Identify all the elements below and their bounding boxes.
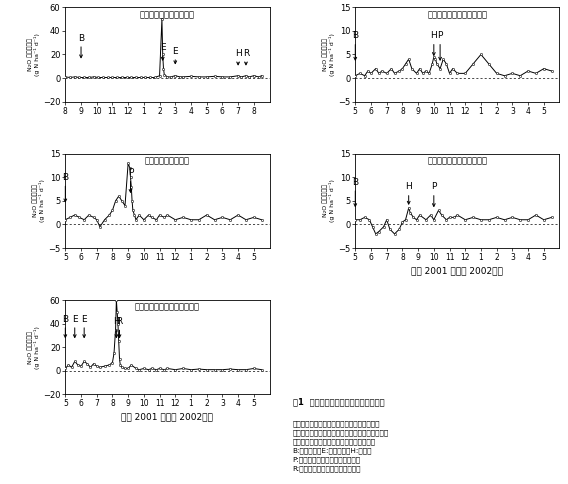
Text: P: P (128, 168, 133, 177)
Text: B: B (78, 34, 84, 43)
Text: H: H (113, 317, 120, 326)
Text: B: B (352, 178, 358, 187)
Text: ばれいしょ（キタアカリ）: ばれいしょ（キタアカリ） (427, 156, 487, 166)
Text: 図1  亜酸化窒素フラックスの経時変化: 図1 亜酸化窒素フラックスの経時変化 (293, 397, 384, 406)
Y-axis label: N₂O フラックス
(g N ha⁻¹ d⁻¹): N₂O フラックス (g N ha⁻¹ d⁻¹) (33, 180, 45, 222)
Text: R: R (243, 49, 249, 58)
Text: B: B (62, 173, 68, 182)
Y-axis label: N₂O フラックス
(g N ha⁻¹ d⁻¹): N₂O フラックス (g N ha⁻¹ d⁻¹) (28, 33, 40, 76)
Text: E: E (81, 315, 87, 324)
Text: P: P (437, 31, 443, 40)
Text: E: E (173, 46, 178, 56)
X-axis label: 月（ 2001 および 2002年）: 月（ 2001 および 2002年） (122, 412, 214, 422)
Text: R: R (116, 317, 123, 326)
Text: 秋まき小麦（ホクシン）: 秋まき小麦（ホクシン） (140, 10, 195, 19)
Text: てんさい（めぐみ）: てんさい（めぐみ） (145, 156, 190, 166)
Y-axis label: N₂O フラックス
(g N ha⁻¹ d⁻¹): N₂O フラックス (g N ha⁻¹ d⁻¹) (323, 33, 335, 76)
Text: 北農研畑作研究部試験團場（淡色黒ボク土）
においてクローズドチャンバー法によりガス採取
図中の矢印は、以下の作業の時期を示す。
B:基肆施用、E:窒素追肆、H:: 北農研畑作研究部試験團場（淡色黒ボク土） においてクローズドチャンバー法によりガ… (293, 421, 389, 471)
Text: あずき（エリモショウズ）: あずき（エリモショウズ） (427, 10, 487, 19)
Text: キャベツ（アーリーボール）: キャベツ（アーリーボール） (135, 303, 200, 312)
Y-axis label: N₂O フラックス
(g N ha⁻¹ d⁻¹): N₂O フラックス (g N ha⁻¹ d⁻¹) (323, 180, 335, 222)
Text: H: H (235, 49, 241, 58)
Text: E: E (72, 315, 78, 324)
Text: E: E (160, 43, 165, 52)
Text: H: H (406, 182, 412, 191)
X-axis label: 月（ 2001 および 2002年）: 月（ 2001 および 2002年） (411, 266, 503, 275)
Text: H: H (431, 31, 437, 40)
Text: P: P (431, 182, 436, 191)
Y-axis label: N₂O フラックス
(g N ha⁻¹ d⁻¹): N₂O フラックス (g N ha⁻¹ d⁻¹) (28, 326, 40, 369)
Text: B: B (352, 31, 358, 40)
Text: B: B (62, 315, 68, 324)
